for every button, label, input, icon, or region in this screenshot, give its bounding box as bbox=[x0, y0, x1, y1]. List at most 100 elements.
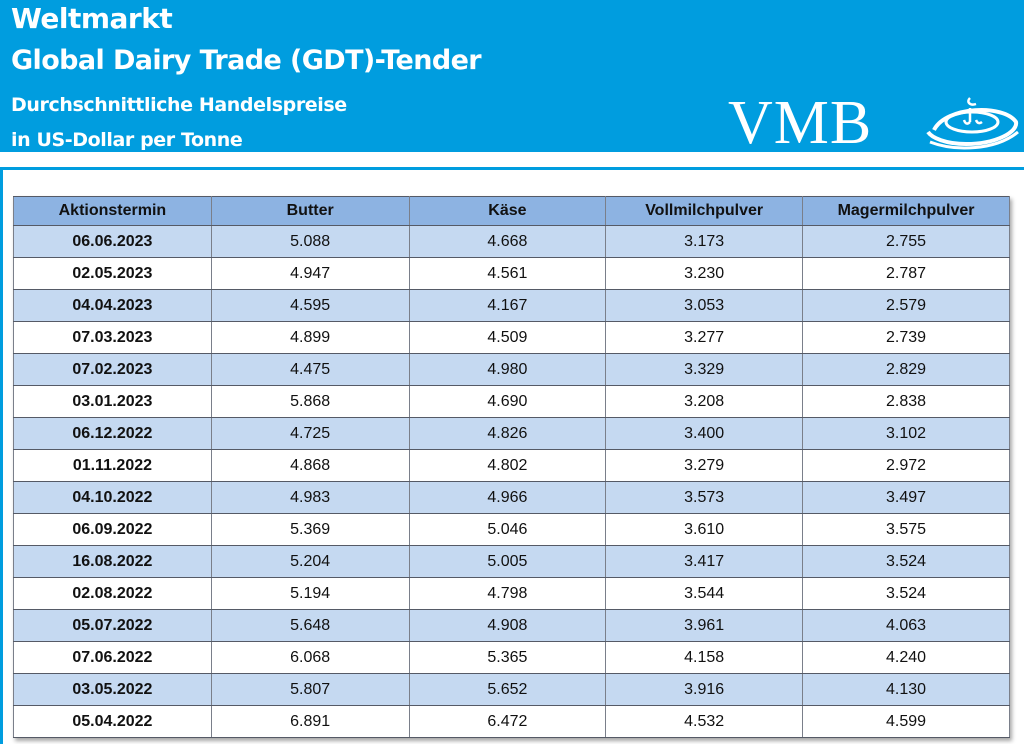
table-row: 06.06.2023 5.088 4.668 3.173 2.755 bbox=[13, 225, 1010, 258]
cell-magermilchpulver: 2.755 bbox=[802, 225, 1010, 258]
cell-magermilchpulver: 3.524 bbox=[802, 545, 1010, 578]
cell-kaese: 5.005 bbox=[408, 545, 607, 578]
cell-vollmilchpulver: 4.532 bbox=[605, 705, 804, 738]
cell-butter: 4.475 bbox=[210, 353, 410, 386]
cell-kaese: 4.561 bbox=[408, 257, 607, 290]
cell-butter: 4.595 bbox=[210, 289, 410, 322]
table-row: 07.06.2022 6.068 5.365 4.158 4.240 bbox=[13, 641, 1010, 674]
table-row: 06.12.2022 4.725 4.826 3.400 3.102 bbox=[13, 417, 1010, 450]
cell-kaese: 5.652 bbox=[408, 673, 607, 706]
cell-butter: 5.204 bbox=[210, 545, 410, 578]
cell-magermilchpulver: 2.787 bbox=[802, 257, 1010, 290]
cell-kaese: 4.802 bbox=[408, 449, 607, 482]
table-header-row: Aktionstermin Butter Käse Vollmilchpulve… bbox=[13, 196, 1010, 226]
cell-magermilchpulver: 2.739 bbox=[802, 321, 1010, 354]
cell-magermilchpulver: 2.829 bbox=[802, 353, 1010, 386]
cell-magermilchpulver: 4.063 bbox=[802, 609, 1010, 642]
cell-date: 02.05.2023 bbox=[13, 257, 212, 290]
cell-date: 06.12.2022 bbox=[13, 417, 212, 450]
cell-magermilchpulver: 3.497 bbox=[802, 481, 1010, 514]
table-row: 04.10.2022 4.983 4.966 3.573 3.497 bbox=[13, 481, 1010, 514]
table-row: 06.09.2022 5.369 5.046 3.610 3.575 bbox=[13, 513, 1010, 546]
logo-text: VMB bbox=[728, 92, 873, 152]
cell-vollmilchpulver: 3.173 bbox=[605, 225, 804, 258]
cell-date: 05.07.2022 bbox=[13, 609, 212, 642]
cell-butter: 5.648 bbox=[210, 609, 410, 642]
cell-magermilchpulver: 3.102 bbox=[802, 417, 1010, 450]
cell-butter: 6.068 bbox=[210, 641, 410, 674]
cell-butter: 4.947 bbox=[210, 257, 410, 290]
cell-date: 03.05.2022 bbox=[13, 673, 212, 706]
cell-butter: 5.088 bbox=[210, 225, 410, 258]
cell-kaese: 4.980 bbox=[408, 353, 607, 386]
table-row: 05.04.2022 6.891 6.472 4.532 4.599 bbox=[13, 705, 1010, 738]
left-border bbox=[0, 170, 3, 744]
cell-magermilchpulver: 4.599 bbox=[802, 705, 1010, 738]
column-header-kaese: Käse bbox=[408, 196, 607, 226]
cell-kaese: 4.966 bbox=[408, 481, 607, 514]
header-banner: Weltmarkt Global Dairy Trade (GDT)-Tende… bbox=[0, 0, 1024, 152]
cell-kaese: 4.798 bbox=[408, 577, 607, 610]
cell-kaese: 5.046 bbox=[408, 513, 607, 546]
cell-kaese: 4.826 bbox=[408, 417, 607, 450]
cell-kaese: 4.668 bbox=[408, 225, 607, 258]
cell-vollmilchpulver: 3.208 bbox=[605, 385, 804, 418]
cell-kaese: 4.908 bbox=[408, 609, 607, 642]
gdt-price-table: Aktionstermin Butter Käse Vollmilchpulve… bbox=[13, 196, 1010, 738]
cell-vollmilchpulver: 3.053 bbox=[605, 289, 804, 322]
cell-vollmilchpulver: 3.573 bbox=[605, 481, 804, 514]
cell-kaese: 4.167 bbox=[408, 289, 607, 322]
cell-vollmilchpulver: 3.400 bbox=[605, 417, 804, 450]
cell-butter: 4.983 bbox=[210, 481, 410, 514]
cell-butter: 5.369 bbox=[210, 513, 410, 546]
cell-kaese: 4.509 bbox=[408, 321, 607, 354]
cell-date: 16.08.2022 bbox=[13, 545, 212, 578]
table-row: 07.02.2023 4.475 4.980 3.329 2.829 bbox=[13, 353, 1010, 386]
cell-vollmilchpulver: 4.158 bbox=[605, 641, 804, 674]
cell-butter: 5.194 bbox=[210, 577, 410, 610]
cell-butter: 4.868 bbox=[210, 449, 410, 482]
page-title: Weltmarkt bbox=[11, 2, 173, 35]
cell-magermilchpulver: 2.579 bbox=[802, 289, 1010, 322]
cell-butter: 4.899 bbox=[210, 321, 410, 354]
cell-butter: 5.807 bbox=[210, 673, 410, 706]
unit-line: in US-Dollar per Tonne bbox=[11, 129, 243, 151]
table-row: 01.11.2022 4.868 4.802 3.279 2.972 bbox=[13, 449, 1010, 482]
table-row: 03.01.2023 5.868 4.690 3.208 2.838 bbox=[13, 385, 1010, 418]
cell-vollmilchpulver: 3.230 bbox=[605, 257, 804, 290]
cell-date: 03.01.2023 bbox=[13, 385, 212, 418]
page-subtitle: Global Dairy Trade (GDT)-Tender bbox=[11, 45, 482, 76]
cell-date: 07.06.2022 bbox=[13, 641, 212, 674]
cell-date: 06.09.2022 bbox=[13, 513, 212, 546]
cell-date: 01.11.2022 bbox=[13, 449, 212, 482]
table-row: 02.08.2022 5.194 4.798 3.544 3.524 bbox=[13, 577, 1010, 610]
column-header-vollmilchpulver: Vollmilchpulver bbox=[605, 196, 804, 226]
table-row: 02.05.2023 4.947 4.561 3.230 2.787 bbox=[13, 257, 1010, 290]
cell-magermilchpulver: 2.838 bbox=[802, 385, 1010, 418]
cell-vollmilchpulver: 3.279 bbox=[605, 449, 804, 482]
table-row: 16.08.2022 5.204 5.005 3.417 3.524 bbox=[13, 545, 1010, 578]
cell-vollmilchpulver: 3.329 bbox=[605, 353, 804, 386]
cell-magermilchpulver: 2.972 bbox=[802, 449, 1010, 482]
cell-vollmilchpulver: 3.916 bbox=[605, 673, 804, 706]
cell-date: 04.04.2023 bbox=[13, 289, 212, 322]
cell-magermilchpulver: 3.575 bbox=[802, 513, 1010, 546]
cell-magermilchpulver: 4.130 bbox=[802, 673, 1010, 706]
cell-date: 07.02.2023 bbox=[13, 353, 212, 386]
cell-vollmilchpulver: 3.544 bbox=[605, 577, 804, 610]
cell-date: 05.04.2022 bbox=[13, 705, 212, 738]
cell-vollmilchpulver: 3.610 bbox=[605, 513, 804, 546]
column-header-butter: Butter bbox=[210, 196, 410, 226]
vmb-swirl-logo-icon bbox=[926, 97, 1019, 150]
cell-butter: 6.891 bbox=[210, 705, 410, 738]
vmb-logo: VMB bbox=[728, 92, 1020, 152]
cell-kaese: 5.365 bbox=[408, 641, 607, 674]
table-row: 04.04.2023 4.595 4.167 3.053 2.579 bbox=[13, 289, 1010, 322]
cell-vollmilchpulver: 3.277 bbox=[605, 321, 804, 354]
cell-date: 02.08.2022 bbox=[13, 577, 212, 610]
cell-kaese: 4.690 bbox=[408, 385, 607, 418]
cell-butter: 4.725 bbox=[210, 417, 410, 450]
description-line: Durchschnittliche Handelspreise bbox=[11, 94, 347, 116]
cell-magermilchpulver: 3.524 bbox=[802, 577, 1010, 610]
cell-vollmilchpulver: 3.961 bbox=[605, 609, 804, 642]
